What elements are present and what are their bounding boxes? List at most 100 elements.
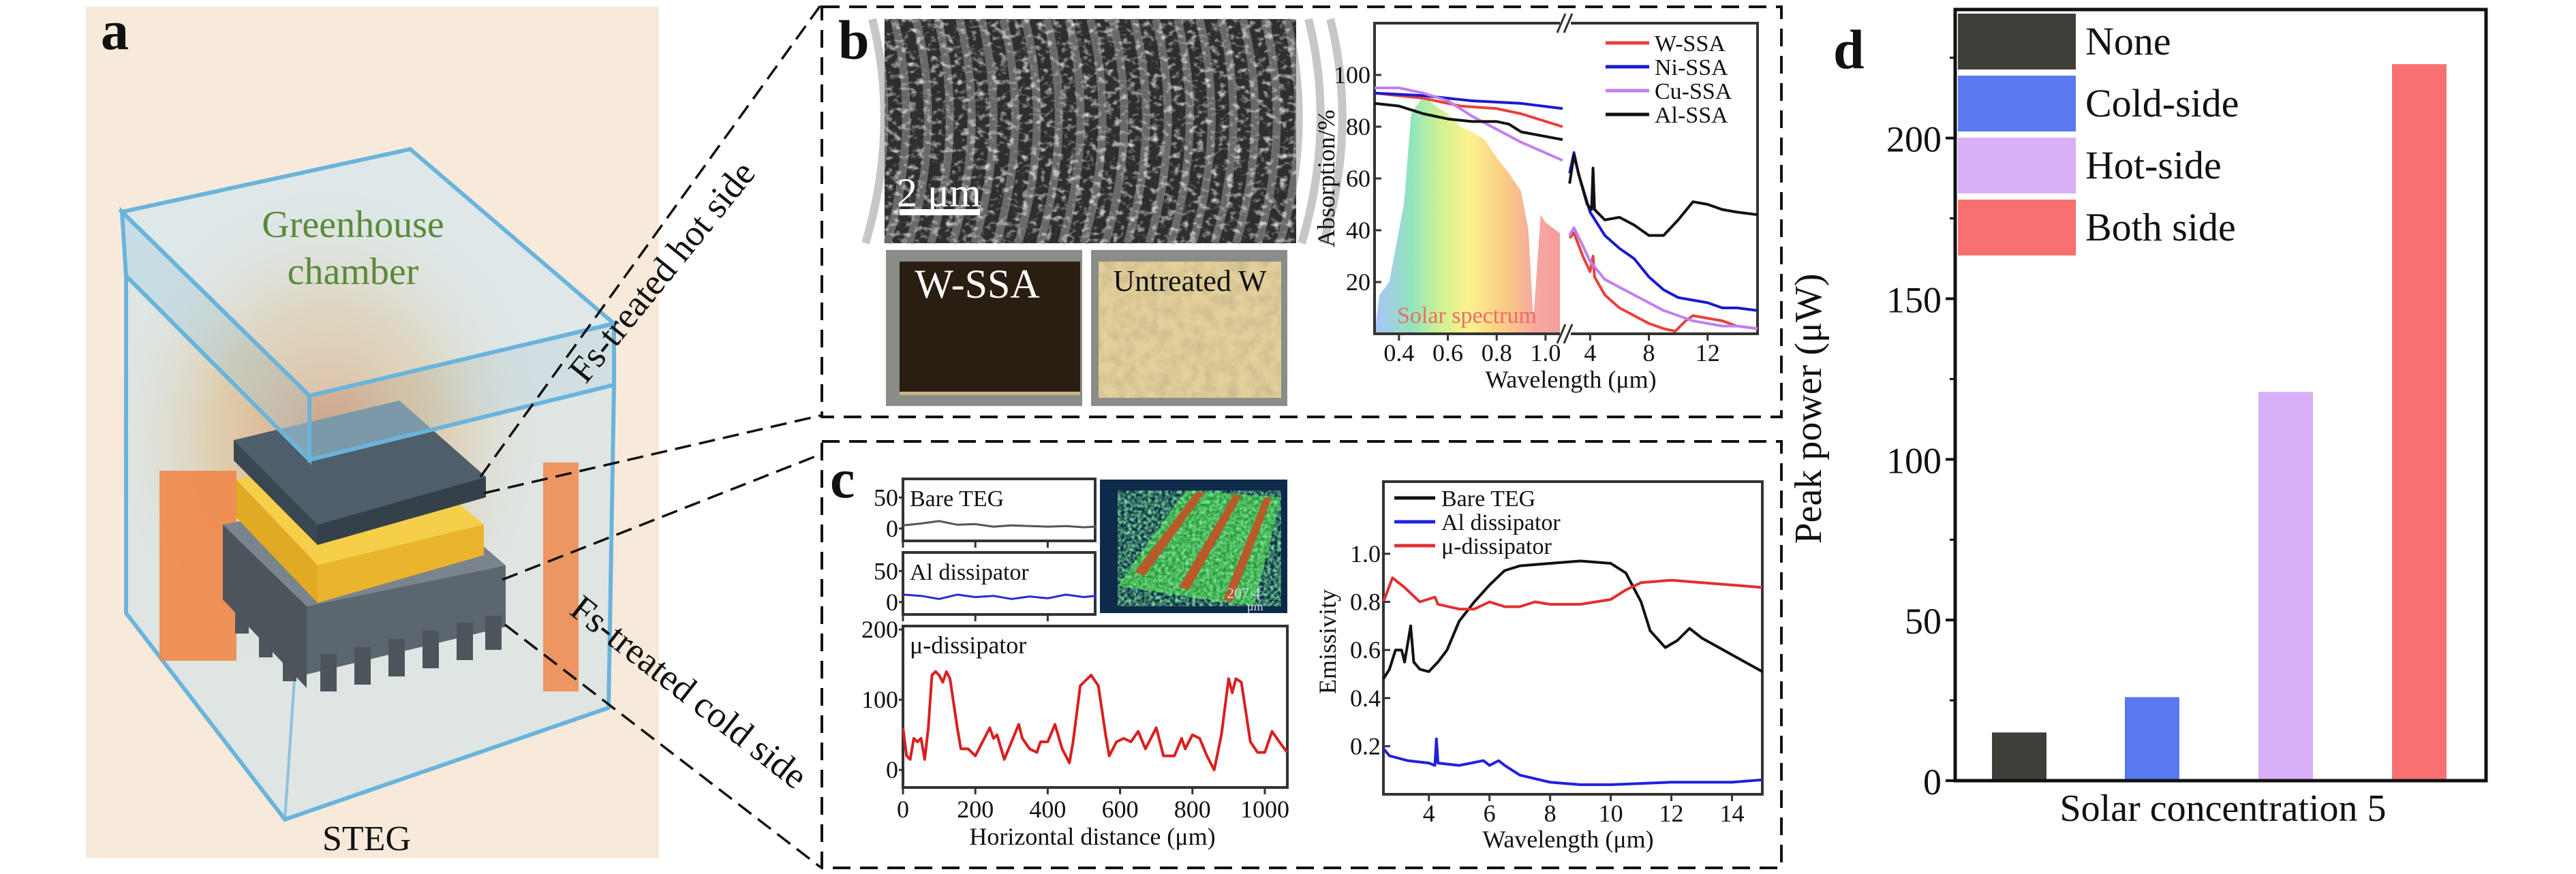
- photo-untreated-w: Untreated W: [1091, 250, 1287, 406]
- legend-label: Al dissipator: [1441, 510, 1561, 535]
- subplot-frame: [902, 478, 1097, 542]
- x-tick-label: 12: [1659, 800, 1684, 827]
- x-axis-label: Horizontal distance (μm): [969, 823, 1215, 850]
- inset-3d-surface: 207.4 μm: [1100, 480, 1287, 613]
- x-axis-label: Wavelength (μm): [1485, 366, 1656, 393]
- chamber-label-line2: chamber: [288, 251, 419, 293]
- legend-swatch: [1958, 76, 2076, 131]
- x-tick-label: 400: [1029, 796, 1066, 823]
- scale-bar: [900, 209, 980, 215]
- x-tick-label: 14: [1720, 800, 1745, 827]
- plot-frame: [1953, 7, 2488, 783]
- leader-line: [504, 623, 822, 869]
- subplot-frame: [902, 625, 1289, 789]
- legend-label: Cu-SSA: [1655, 79, 1732, 104]
- axis-break-gap: [1560, 16, 1571, 341]
- y-tick-label: 40: [1346, 217, 1370, 244]
- series-line-W-SSA: [1374, 91, 1563, 128]
- y-tick-label: 1.0: [1350, 540, 1381, 567]
- series-line-Al-SSA: [1374, 102, 1563, 141]
- solar-spectrum-label: Solar spectrum: [1397, 303, 1537, 328]
- y-tick-label: 0.2: [1350, 732, 1381, 760]
- y-tick-label: 0: [886, 589, 898, 616]
- series-line-μ-dissipator: [1382, 576, 1763, 611]
- legend-label: None: [2085, 19, 2171, 63]
- legend-swatch: [1958, 200, 2076, 255]
- panel-c-dashed-box: [821, 440, 1783, 869]
- x-tick-label: 0.4: [1383, 339, 1414, 366]
- x-tick-label: 1.0: [1530, 339, 1561, 366]
- scale-bar-label: 2 μm: [897, 170, 981, 215]
- leader-line: [483, 414, 821, 495]
- legend-label: Cold-side: [2085, 81, 2239, 125]
- legend-label: Bare TEG: [1441, 486, 1535, 512]
- bar-None: [1992, 732, 2046, 781]
- sem-image: 2 μm: [861, 18, 1347, 245]
- bar-Cold-side: [2125, 697, 2179, 781]
- chamber-label-line1: Greenhouse: [262, 204, 444, 246]
- y-tick-label: 200: [861, 616, 898, 643]
- subplot-label: Al dissipator: [910, 560, 1029, 585]
- panel-b: b 2 μm W-SSA Untreated W Solar spectrum W…: [821, 5, 1783, 418]
- sample-treated-label: W-SSA: [915, 262, 1039, 307]
- panel-label-d: d: [1833, 18, 1865, 80]
- subplot-label: μ-dissipator: [910, 631, 1026, 659]
- legend-label: W-SSA: [1655, 31, 1726, 57]
- y-axis-label: Peak power (μW): [1788, 274, 1830, 544]
- profile-line-μ-dissipator: [902, 670, 1289, 772]
- y-tick-label: 100: [1886, 440, 1942, 481]
- absorber-front: [234, 440, 318, 545]
- x-tick-label: 4: [1423, 800, 1435, 827]
- y-tick-label: 0: [886, 515, 898, 542]
- x-tick-label: 0: [897, 796, 909, 823]
- sem-ridge: [1319, 18, 1347, 245]
- x-tick-label: 800: [1174, 796, 1211, 823]
- y-axis-label: Absorption/%: [1313, 110, 1340, 247]
- y-tick-label: 150: [1886, 280, 1942, 321]
- bar-Both side: [2392, 64, 2447, 781]
- legend-label: μ-dissipator: [1441, 534, 1552, 559]
- y-tick-label: 60: [1346, 165, 1370, 192]
- profile-line-Al dissipator: [902, 593, 1097, 600]
- solar-spectrum-area: [1375, 95, 1563, 334]
- sample-untreated-label: Untreated W: [1113, 264, 1267, 298]
- series-line-Bare TEG: [1382, 559, 1763, 680]
- inset-3d-value: 207.4: [1227, 584, 1261, 602]
- y-axis-label: Emissivity: [1314, 589, 1341, 694]
- x-tick-label: 200: [957, 796, 994, 823]
- subplot-frame: [902, 551, 1097, 616]
- legend-swatch: [1958, 14, 2076, 69]
- x-tick-label: 12: [1696, 339, 1720, 366]
- x-tick-label: 4: [1584, 339, 1596, 366]
- series-line-Al-SSA: [1568, 153, 1758, 237]
- y-tick-label: 0.8: [1350, 589, 1381, 616]
- panel-label-a: a: [101, 0, 129, 61]
- series-line-Ni-SSA: [1374, 91, 1563, 110]
- panel-d: d None Cold-side Hot-side Both side 0 50 100 15…: [1788, 7, 2488, 830]
- bar-Hot-side: [2258, 392, 2313, 781]
- absorber-right: [318, 477, 486, 545]
- series-line-Cu-SSA: [1568, 226, 1758, 330]
- series-line-Al dissipator: [1382, 737, 1763, 786]
- panel-b-dashed-box: [821, 5, 1783, 418]
- sem-ridge: [1298, 18, 1325, 245]
- profiles-chart: Bare TEG 0 50 Al dissipator 0 50 μ-dissipator 0…: [861, 478, 1289, 850]
- sem-ridge: [861, 18, 889, 245]
- teg-front: [236, 480, 318, 603]
- x-tick-label: 1000: [1240, 796, 1289, 823]
- x-tick-label: 8: [1544, 800, 1557, 827]
- series-line-Cu-SSA: [1375, 87, 1563, 162]
- teg-right: [318, 525, 484, 603]
- photo-w-ssa: W-SSA: [886, 250, 1082, 406]
- y-tick-label: 0.6: [1350, 636, 1381, 664]
- inset-3d-unit: μm: [1247, 599, 1263, 613]
- y-tick-label: 0: [1923, 762, 1942, 802]
- heatsink-fins: [235, 599, 502, 691]
- y-tick-label: 50: [874, 484, 898, 511]
- x-axis-label: Solar concentration 5: [2060, 787, 2387, 830]
- device-label: STEG: [322, 820, 411, 858]
- y-tick-label: 0: [886, 756, 898, 783]
- panel-a-schematic: Greenhouse chamber STEG a Fs-treated hot…: [86, 0, 822, 869]
- x-axis-label: Wavelength (μm): [1482, 826, 1653, 853]
